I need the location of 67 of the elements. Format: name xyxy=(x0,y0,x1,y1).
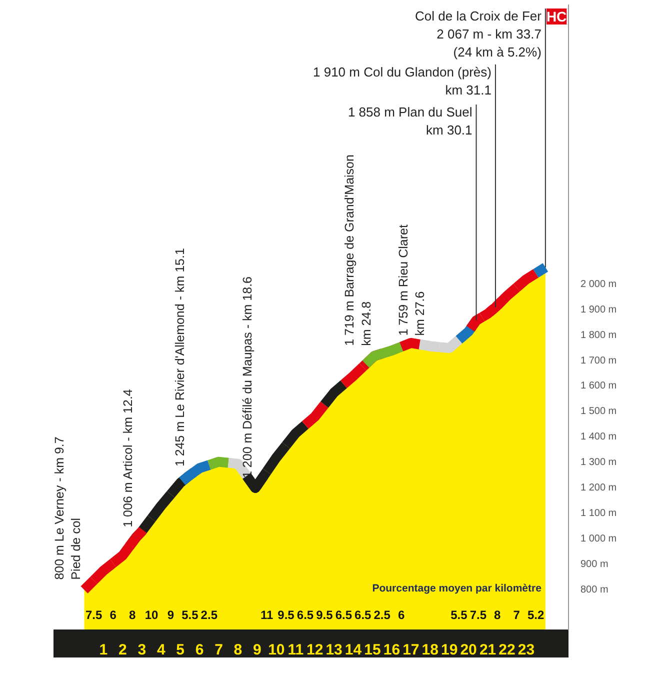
annotation: 5.5 xyxy=(182,608,199,622)
x-tick-label: 3 xyxy=(138,642,146,658)
y-tick-label: 1 900 m xyxy=(580,304,617,316)
annotation: 2.5 xyxy=(200,608,218,622)
x-tick-label: 15 xyxy=(364,642,381,658)
annotation: 6.5 xyxy=(354,608,372,622)
x-tick-label: 5 xyxy=(176,642,184,658)
y-tick-label: 800 m xyxy=(580,584,608,596)
x-tick-label: 8 xyxy=(234,642,242,658)
y-tick-label: 2 000 m xyxy=(580,278,617,290)
y-tick-label: 1 100 m xyxy=(580,508,617,519)
x-tick-label: 1 xyxy=(99,642,108,658)
y-tick-label: 900 m xyxy=(580,558,608,570)
annotation: 1 245 m Le Rivier d'Allemond - km 15.1 xyxy=(173,248,188,467)
x-tick-label: 7 xyxy=(214,642,223,658)
annotation: 9 xyxy=(167,608,174,622)
annotation: 8 xyxy=(494,608,502,622)
annotation: 7.5 xyxy=(470,608,487,622)
x-tick-label: 22 xyxy=(498,642,516,658)
y-tick-label: 1 800 m xyxy=(580,330,617,341)
annotation: 1 759 m Rieu Claret km 27.6 xyxy=(396,224,428,336)
annotation: 8 xyxy=(128,608,136,622)
annotation: 5.2 xyxy=(527,608,544,622)
x-tick-label: 12 xyxy=(306,642,324,658)
annotation: 9.5 xyxy=(316,608,334,622)
annotation: 9.5 xyxy=(278,608,295,622)
x-tick-label: 2 xyxy=(118,642,127,658)
annotation: 6.5 xyxy=(296,608,314,622)
annotation: 6 xyxy=(110,608,117,622)
annotation: 7.5 xyxy=(86,608,103,622)
y-tick-label: 1 400 m xyxy=(580,432,617,443)
annotation: 11 xyxy=(260,608,274,622)
annotation: Col de la Croix de Fer 2 067 m - km 33.7 (24 km à 5.2%) xyxy=(415,8,542,60)
x-tick-label: 9 xyxy=(253,642,262,658)
x-tick-label: 21 xyxy=(479,642,496,658)
x-tick-label: 17 xyxy=(402,642,420,658)
annotation: 6 xyxy=(398,608,405,622)
x-tick-label: 13 xyxy=(326,642,342,658)
annotation: 1 910 m Col du Glandon (près) km 31.1 xyxy=(312,64,492,98)
annotation: 800 m Le Verney - km 9.7 Pied de col xyxy=(52,436,84,580)
x-tick-label: 10 xyxy=(268,642,285,658)
x-tick-label: 23 xyxy=(518,642,535,658)
annotation: 1 858 m Plan du Suel km 30.1 xyxy=(348,104,472,138)
x-tick-label: 6 xyxy=(195,642,204,658)
annotation: 10 xyxy=(144,608,159,622)
annotation: Pourcentage moyen par kilomètre xyxy=(372,582,542,594)
x-tick-label: 16 xyxy=(383,642,400,658)
annotation: 1 006 m Articol - km 12.4 xyxy=(121,389,136,528)
annotation: 2.5 xyxy=(374,608,391,622)
annotation: 1 719 m Barrage de Grand'Maison km 24.8 xyxy=(342,154,374,346)
y-tick-label: 1 300 m xyxy=(580,457,617,468)
x-tick-label: 18 xyxy=(422,642,438,658)
x-tick-label: 14 xyxy=(344,642,362,658)
x-tick-label: 11 xyxy=(288,642,304,658)
y-tick-label: 1 700 m xyxy=(580,355,617,366)
y-tick-label: 1 200 m xyxy=(580,482,617,494)
y-tick-label: 1 500 m xyxy=(580,406,617,418)
x-tick-label: 4 xyxy=(156,642,166,658)
annotation: 7 xyxy=(513,608,520,622)
y-tick-label: 1 000 m xyxy=(580,533,617,544)
x-tick-label: 19 xyxy=(441,642,458,658)
annotation: 6.5 xyxy=(335,608,352,622)
annotation: HC xyxy=(546,8,567,24)
x-tick-label: 20 xyxy=(460,642,477,658)
y-tick-label: 1 600 m xyxy=(580,380,617,392)
annotation: 5.5 xyxy=(450,608,468,622)
annotation: 1 200 m Défilé du Maupas - km 18.6 xyxy=(240,276,254,478)
